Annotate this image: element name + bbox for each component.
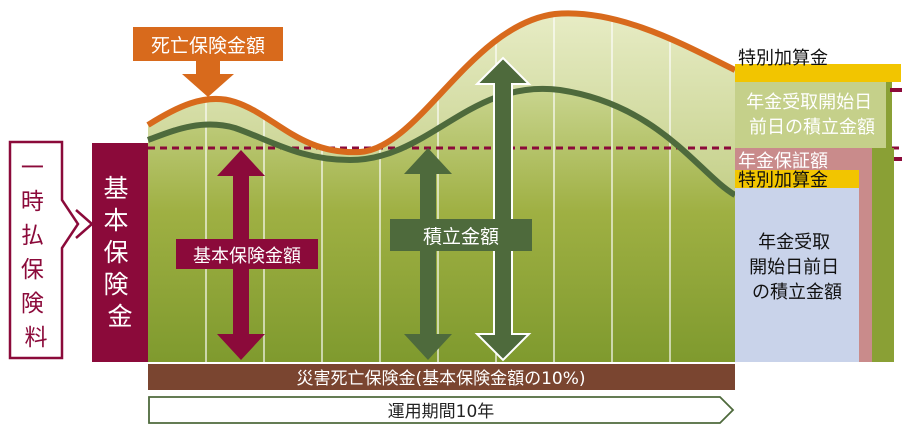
- special-addition-top-label: 特別加算金: [738, 48, 828, 69]
- premium-label: 一 時 払 保 険 料: [21, 155, 51, 351]
- basic-amount-badge: [176, 239, 318, 269]
- maroon-tick-top: [890, 88, 902, 92]
- reserve-amount-label: 積立金額: [423, 226, 499, 248]
- disaster-benefit-bar: [148, 364, 735, 390]
- annuity-reserve-bottom-panel: [735, 188, 859, 362]
- annuity-reserve-top-edge: [886, 82, 892, 162]
- reserve-curve: [146, 85, 737, 198]
- basic-insurance-column: [92, 143, 148, 362]
- annuity-reserve-bottom-label: 年金受取 開始日前日 の積立金額: [749, 232, 845, 303]
- guaranteed-annuity-label: 年金保証額: [738, 151, 828, 172]
- death-benefit-arrow-icon: [182, 61, 234, 97]
- guaranteed-annuity-edge: [859, 170, 872, 362]
- special-addition-mid-bar: [735, 170, 859, 188]
- basic-amount-label: 基本保険金額: [193, 246, 301, 267]
- period-label: 運用期間10年: [388, 402, 495, 422]
- death-benefit-curve: [146, 10, 737, 156]
- annuity-reserve-top-label: 年金受取開始日 前日の積立金額: [746, 92, 878, 138]
- basic-insurance-label: 基 本 保 険 金: [104, 174, 137, 331]
- special-addition-mid-label: 特別加算金: [738, 170, 828, 191]
- guaranteed-annuity-bar: [735, 148, 875, 170]
- reserve-arrow-icon: [404, 148, 452, 360]
- death-benefit-tall-arrow-icon: [474, 56, 532, 362]
- reserve-amount-badge: [390, 219, 532, 251]
- annuity-reserve-top-panel: [735, 82, 890, 148]
- premium-bracket: [8, 140, 80, 360]
- annuity-right-column: [872, 148, 894, 362]
- period-arrow: [148, 396, 735, 424]
- death-benefit-label: 死亡保険金額: [151, 35, 265, 57]
- disaster-benefit-label: 災害死亡保険金(基本保険金額の10%): [296, 369, 585, 389]
- death-benefit-badge: [133, 27, 283, 61]
- special-addition-top-bar: [735, 64, 901, 82]
